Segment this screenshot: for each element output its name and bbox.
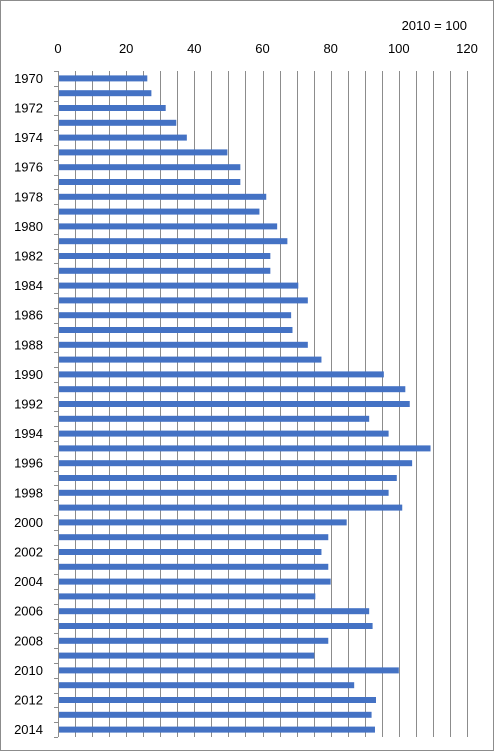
year-label: 1972 [14, 101, 43, 116]
bar [58, 460, 413, 467]
bar [58, 534, 329, 541]
x-tick-label: 60 [255, 41, 269, 56]
bar [58, 356, 322, 363]
y-axis-ticks [54, 71, 58, 738]
bar [58, 652, 315, 659]
bar [58, 563, 329, 570]
year-label: 2006 [14, 604, 43, 619]
bar [58, 504, 403, 511]
year-label: 1980 [14, 219, 43, 234]
bar [58, 253, 271, 259]
bar [58, 401, 410, 407]
bar [58, 667, 399, 674]
x-tick-label: 100 [388, 41, 410, 56]
bar [58, 179, 241, 185]
bar [58, 223, 278, 230]
year-label: 1990 [14, 367, 43, 382]
year-label: 1974 [14, 130, 43, 145]
bar [58, 193, 267, 200]
bar [58, 238, 288, 245]
year-label: 2008 [14, 633, 43, 648]
bar [58, 489, 389, 496]
year-label: 1996 [14, 456, 43, 471]
year-label: 1992 [14, 397, 43, 412]
bar [58, 711, 372, 718]
bar [58, 578, 331, 585]
year-label: 2010 [14, 663, 43, 678]
x-tick-label: 120 [456, 41, 478, 56]
bar [58, 282, 299, 289]
bar [58, 445, 431, 452]
bar [58, 637, 329, 644]
bar [58, 119, 177, 126]
x-tick-label: 20 [119, 41, 133, 56]
bar [58, 208, 260, 215]
bar [58, 327, 293, 333]
bar [58, 134, 187, 141]
bar [58, 341, 308, 348]
x-axis-tick-labels: 0 20 40 60 80 100 120 [54, 41, 477, 56]
x-tick-label: 80 [323, 41, 337, 56]
bar [58, 593, 316, 600]
year-label: 1986 [14, 308, 43, 323]
bar [58, 682, 355, 689]
year-label: 1982 [14, 249, 43, 264]
year-label: 2002 [14, 545, 43, 560]
year-label: 2014 [14, 722, 43, 737]
x-tick-label: 40 [187, 41, 201, 56]
note-label: 2010 = 100 [402, 18, 467, 33]
year-label: 1984 [14, 278, 43, 293]
bar [58, 386, 406, 393]
bar [58, 697, 376, 703]
year-label: 1978 [14, 189, 43, 204]
year-label: 1998 [14, 485, 43, 500]
bar [58, 549, 322, 555]
bar [58, 430, 389, 437]
bar [58, 312, 292, 319]
bar [58, 608, 370, 615]
bar [58, 371, 384, 378]
year-label: 1988 [14, 337, 43, 352]
bar [58, 164, 241, 171]
bar [58, 75, 148, 82]
bar [58, 149, 228, 156]
bar-series [58, 75, 431, 733]
bar [58, 623, 373, 629]
bar [58, 415, 370, 422]
bar [58, 90, 152, 97]
year-label: 1994 [14, 426, 43, 441]
x-tick-label: 0 [54, 41, 61, 56]
y-axis-year-labels: 1970 1972 1974 1976 1978 1980 1982 1984 1986 1988… [14, 71, 43, 737]
bar [58, 297, 308, 304]
bar [58, 105, 166, 111]
year-label: 2012 [14, 693, 43, 708]
year-label: 2000 [14, 515, 43, 530]
bar [58, 519, 347, 526]
year-label: 2004 [14, 574, 43, 589]
year-label: 1970 [14, 71, 43, 86]
bar [58, 475, 397, 481]
bar [58, 267, 271, 274]
bar [58, 726, 375, 733]
year-label: 1976 [14, 160, 43, 175]
